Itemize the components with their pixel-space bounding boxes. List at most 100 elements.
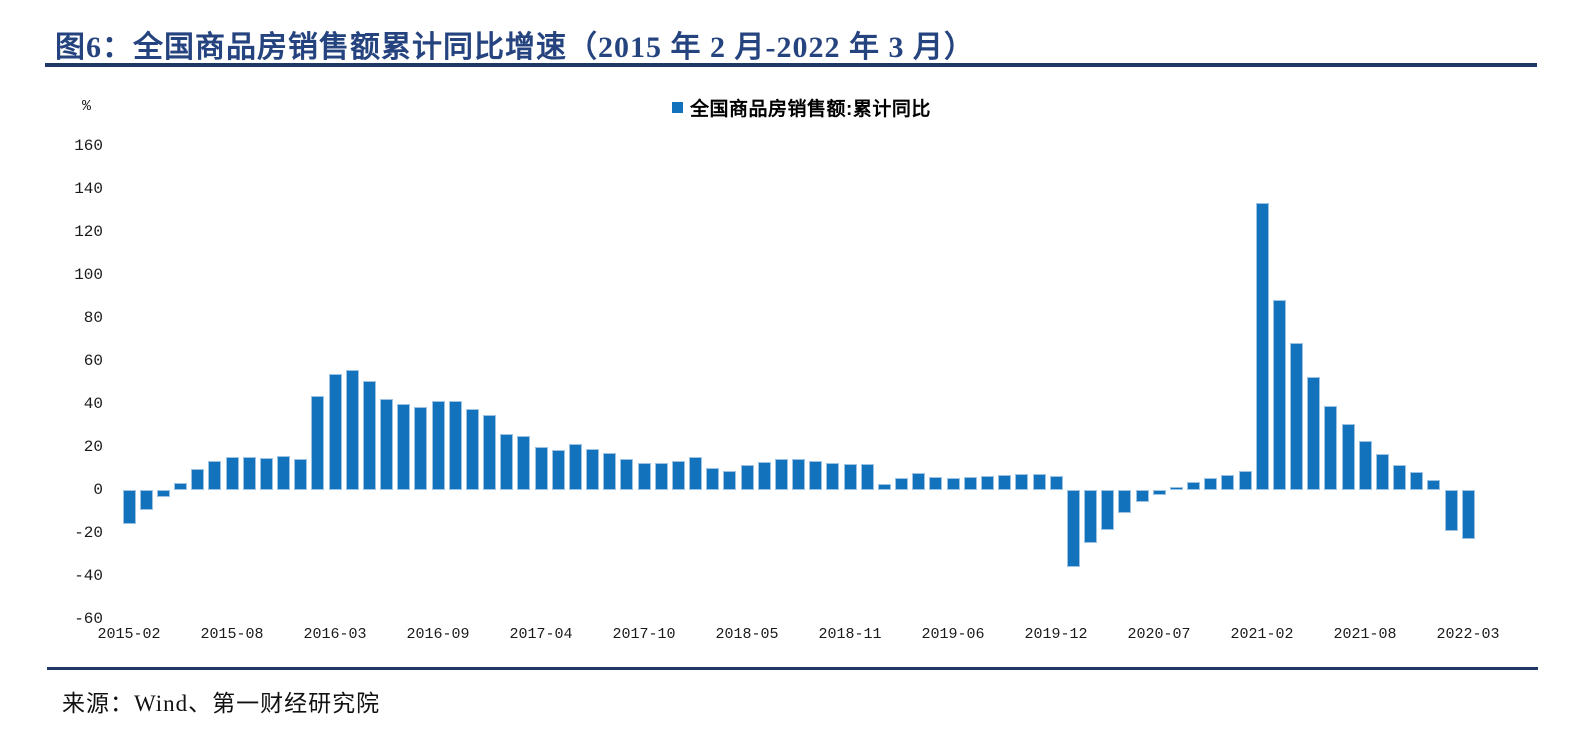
bar (758, 461, 771, 490)
bar (826, 463, 839, 490)
bar (1342, 423, 1355, 490)
bar (1101, 490, 1114, 530)
bar (1427, 479, 1440, 490)
x-tick-label: 2015-08 (200, 626, 264, 643)
bar (380, 399, 393, 490)
y-tick-label: 160 (74, 137, 103, 155)
bar (140, 490, 153, 510)
bar (929, 476, 942, 490)
bar (1376, 454, 1389, 490)
y-tick-label: 0 (93, 481, 103, 499)
bar (226, 457, 239, 490)
bar (1221, 474, 1234, 490)
bar (277, 456, 290, 490)
bar (500, 434, 513, 490)
x-tick-label: 2018-11 (818, 626, 882, 643)
legend-label: 全国商品房销售额:累计同比 (690, 99, 931, 120)
bar (1015, 474, 1028, 490)
bar (1170, 486, 1183, 490)
bar (363, 380, 376, 490)
bar (157, 490, 170, 497)
bar (449, 401, 462, 490)
bar (861, 463, 874, 490)
y-tick-label: -60 (74, 610, 103, 628)
bar (981, 475, 994, 490)
bottom-divider (47, 667, 1538, 670)
legend-swatch-icon (672, 102, 683, 113)
bar (741, 464, 754, 490)
bar (1153, 490, 1166, 495)
bar (792, 458, 805, 490)
bar (1359, 440, 1372, 490)
y-axis-unit-label: % (82, 98, 92, 115)
bar-chart: % 160 140 120 100 80 60 40 20 0 -20 -40 -60 2015-02… (0, 80, 1578, 650)
bar (174, 483, 187, 490)
bar (517, 436, 530, 490)
bar (620, 458, 633, 490)
bar (723, 470, 736, 490)
x-tick-label: 2017-10 (612, 626, 676, 643)
bar (689, 457, 702, 490)
chart-legend: 全国商品房销售额:累计同比 (672, 94, 931, 121)
y-tick-label: 20 (83, 438, 103, 456)
bar (311, 396, 324, 490)
bar (844, 463, 857, 490)
bar (294, 459, 307, 490)
bar (809, 461, 822, 490)
bar (414, 406, 427, 490)
bar (1393, 464, 1406, 490)
bar (655, 462, 668, 490)
x-tick-label: 2021-02 (1230, 626, 1294, 643)
bar (123, 490, 136, 524)
bar (1204, 477, 1217, 490)
y-tick-label: -20 (74, 524, 103, 542)
x-tick-label: 2016-03 (303, 626, 367, 643)
bar (1033, 474, 1046, 490)
bar (569, 443, 582, 490)
bar (243, 457, 256, 490)
bar (1462, 490, 1475, 539)
bar (775, 459, 788, 490)
x-tick-label: 2017-04 (509, 626, 573, 643)
y-tick-label: 100 (74, 266, 103, 284)
x-tick-label: 2022-03 (1436, 626, 1500, 643)
x-tick-label: 2018-05 (715, 626, 779, 643)
bar (1290, 343, 1303, 490)
bar (586, 449, 599, 490)
bar (638, 462, 651, 490)
bar (1445, 490, 1458, 532)
bar (208, 461, 221, 490)
bar (1050, 476, 1063, 490)
bar (603, 453, 616, 490)
bar (397, 404, 410, 490)
x-tick-label: 2021-08 (1333, 626, 1397, 643)
bar (672, 460, 685, 490)
source-text: 来源：Wind、第一财经研究院 (62, 691, 381, 716)
figure-title: 图6：全国商品房销售额累计同比增速（2015 年 2 月-2022 年 3 月） (55, 31, 975, 64)
y-tick-label: 140 (74, 180, 103, 198)
bar (947, 477, 960, 490)
bar (432, 401, 445, 490)
bar (552, 450, 565, 490)
bar (706, 467, 719, 490)
x-tick-label: 2019-06 (921, 626, 985, 643)
bar (912, 472, 925, 490)
bar (535, 446, 548, 490)
bar (1256, 203, 1269, 490)
bar (1118, 490, 1131, 513)
bar (483, 415, 496, 490)
x-tick-label: 2015-02 (97, 626, 161, 643)
x-tick-label: 2016-09 (406, 626, 470, 643)
title-divider (45, 63, 1537, 67)
bar (998, 474, 1011, 490)
x-tick-label: 2020-07 (1127, 626, 1191, 643)
bar (346, 369, 359, 490)
bar (1273, 299, 1286, 490)
bar (1136, 490, 1149, 502)
bar (466, 409, 479, 490)
bar (964, 476, 977, 490)
bar (329, 373, 342, 490)
bar (895, 477, 908, 490)
bar (1187, 482, 1200, 490)
